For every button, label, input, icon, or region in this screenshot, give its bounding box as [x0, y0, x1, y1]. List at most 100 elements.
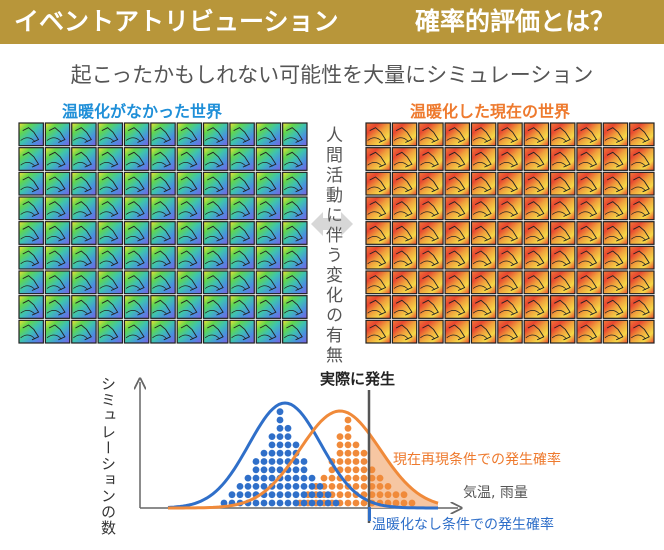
- no-warming-map-tile: [229, 171, 255, 196]
- current-simulation-dot: [336, 491, 344, 499]
- title-banner: イベントアトリビューション 確率的評価とは？: [0, 0, 664, 44]
- simulation-dots: [220, 408, 416, 507]
- no-warming-map-tile: [44, 196, 71, 221]
- current-map-tile: [576, 270, 602, 295]
- current-map-tile: [418, 196, 444, 221]
- no-warming-simulation-dot: [316, 491, 324, 499]
- no-warming-map-tile: [176, 319, 203, 344]
- no-warming-simulation-dot: [332, 499, 340, 507]
- current-map-tile: [549, 245, 576, 270]
- no-warming-simulation-dot: [260, 499, 268, 507]
- no-warming-map-tile: [282, 221, 308, 245]
- no-warming-simulation-dot: [308, 499, 316, 507]
- current-simulation-dot: [344, 441, 352, 449]
- no-warming-map-tile: [44, 221, 71, 245]
- banner-title-right: 確率的評価とは？: [415, 7, 616, 36]
- current-map-tile: [444, 147, 471, 171]
- current-map-tile: [418, 171, 444, 196]
- current-simulation-dot: [360, 449, 368, 457]
- current-map-tile: [444, 295, 471, 319]
- simulation-grid-current: [365, 122, 655, 344]
- current-map-tile: [444, 221, 471, 245]
- current-simulation-dot: [352, 499, 360, 507]
- no-warming-map-tile: [18, 221, 44, 245]
- no-warming-map-tile: [282, 196, 308, 221]
- current-map-tile: [470, 295, 497, 319]
- no-warming-map-tile: [255, 196, 282, 221]
- current-map-tile: [629, 270, 655, 295]
- current-map-tile: [365, 147, 391, 171]
- no-warming-map-tile: [97, 319, 124, 344]
- current-simulation-dot: [368, 491, 376, 499]
- current-map-tile: [497, 196, 523, 221]
- no-warming-map-tile: [71, 319, 97, 344]
- current-map-tile: [418, 122, 444, 147]
- no-warming-simulation-dot: [252, 499, 260, 507]
- current-simulation-dot: [336, 441, 344, 449]
- current-map-tile: [629, 295, 655, 319]
- current-map-tile: [549, 319, 576, 344]
- no-warming-map-tile: [71, 196, 97, 221]
- no-warming-map-tile: [255, 295, 282, 319]
- current-map-tile: [576, 122, 602, 147]
- no-warming-map-tile: [150, 196, 176, 221]
- current-map-tile: [576, 171, 602, 196]
- no-warming-map-tile: [229, 319, 255, 344]
- current-map-tile: [549, 147, 576, 171]
- no-warming-map-tile: [255, 270, 282, 295]
- no-warming-map-tile: [229, 196, 255, 221]
- current-map-tile: [523, 221, 550, 245]
- no-warming-map-tile: [202, 319, 229, 344]
- no-warming-map-tile: [18, 171, 44, 196]
- no-warming-simulation-dot: [300, 466, 308, 474]
- no-warming-map-tile: [71, 171, 97, 196]
- no-warming-simulation-dot: [276, 499, 284, 507]
- no-warming-simulation-dot: [268, 474, 276, 482]
- no-warming-map-tile: [71, 245, 97, 270]
- current-map-tile: [470, 196, 497, 221]
- current-map-tile: [391, 171, 418, 196]
- no-warming-map-tile: [282, 295, 308, 319]
- current-simulation-dot: [360, 483, 368, 490]
- no-warming-map-tile: [150, 122, 176, 147]
- no-warming-map-tile: [150, 245, 176, 270]
- no-warming-map-tile: [97, 295, 124, 319]
- no-warming-simulation-dot: [292, 441, 300, 449]
- current-map-tile: [470, 270, 497, 295]
- x-axis-label: 気温, 雨量: [463, 485, 528, 501]
- no-warming-map-tile: [255, 171, 282, 196]
- no-warming-simulation-dot: [244, 483, 252, 490]
- no-warming-simulation-dot: [244, 474, 252, 482]
- current-simulation-dot: [336, 449, 344, 457]
- current-map-tile: [418, 245, 444, 270]
- no-warming-map-tile: [71, 270, 97, 295]
- no-warming-probability-label: 温暖化なし条件での発生確率: [372, 516, 554, 533]
- no-warming-map-tile: [176, 295, 203, 319]
- current-simulation-dot: [352, 441, 360, 449]
- no-warming-map-tile: [44, 319, 71, 344]
- current-map-tile: [470, 147, 497, 171]
- no-warming-simulation-dot: [292, 483, 300, 490]
- no-warming-simulation-dot: [252, 483, 260, 490]
- no-warming-map-tile: [176, 171, 203, 196]
- no-warming-simulation-dot: [252, 466, 260, 474]
- current-simulation-dot: [376, 491, 384, 499]
- comparison-column: 人間活動に伴う変化の有無: [309, 122, 355, 366]
- current-simulation-dot: [344, 433, 352, 440]
- current-map-tile: [391, 196, 418, 221]
- current-map-tile: [576, 196, 602, 221]
- no-warming-map-tile: [123, 319, 150, 344]
- no-warming-simulation-dot: [300, 458, 308, 465]
- current-map-tile: [365, 171, 391, 196]
- no-warming-map-tile: [202, 171, 229, 196]
- no-warming-simulation-dot: [284, 474, 292, 482]
- no-warming-map-tile: [176, 122, 203, 147]
- current-map-tile: [523, 196, 550, 221]
- no-warming-simulation-dot: [236, 483, 244, 490]
- current-simulation-dot: [344, 466, 352, 474]
- no-warming-map-tile: [150, 171, 176, 196]
- current-simulation-dot: [344, 474, 352, 482]
- no-warming-map-tile: [71, 147, 97, 171]
- no-warming-map-tile: [229, 245, 255, 270]
- current-map-tile: [576, 147, 602, 171]
